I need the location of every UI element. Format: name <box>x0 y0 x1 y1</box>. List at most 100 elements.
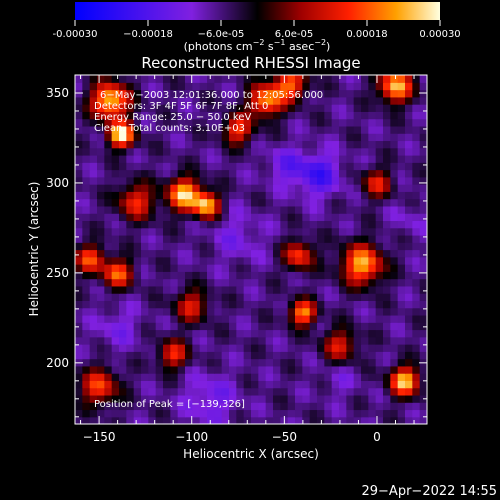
heatmap-cell <box>82 191 91 200</box>
heatmap-cell <box>419 416 427 424</box>
heatmap-cell <box>375 278 384 287</box>
heatmap-cell <box>368 118 377 127</box>
heatmap-cell <box>265 256 274 265</box>
heatmap-cell <box>148 322 157 331</box>
colorbar <box>75 2 440 20</box>
heatmap-cell <box>185 322 193 331</box>
heatmap-cell <box>111 133 120 142</box>
heatmap-cell <box>170 82 179 91</box>
heatmap-cell <box>295 416 303 424</box>
heatmap-cell <box>141 351 149 360</box>
heatmap-cell <box>251 307 259 316</box>
heatmap-cell <box>177 234 186 243</box>
heatmap-cell <box>353 285 362 294</box>
heatmap-cell <box>368 322 377 331</box>
heatmap-cell <box>302 82 311 91</box>
heatmap-cell <box>339 89 347 98</box>
heatmap-cell <box>375 118 384 127</box>
heatmap-cell <box>375 329 384 338</box>
heatmap-cell <box>390 89 399 98</box>
x-axis-label: Heliocentric X (arcsec) <box>183 447 319 461</box>
heatmap-cell <box>251 336 259 345</box>
heatmap-cell <box>251 278 259 287</box>
heatmap-cell <box>126 89 135 98</box>
heatmap-cell <box>97 300 105 309</box>
heatmap-cell <box>163 96 171 105</box>
heatmap-cell <box>111 329 120 338</box>
heatmap-cell <box>170 154 179 163</box>
heatmap-cell <box>207 96 215 105</box>
heatmap-cell <box>214 322 223 331</box>
heatmap-cell <box>287 82 296 91</box>
heatmap-cell <box>317 344 325 352</box>
heatmap-cell <box>258 111 267 120</box>
heatmap-cell <box>353 336 362 345</box>
heatmap-cell <box>133 220 142 229</box>
heatmap-cell <box>280 147 289 156</box>
heatmap-cell <box>75 300 83 309</box>
heatmap-cell <box>287 227 296 236</box>
heatmap-cell <box>221 314 230 323</box>
heatmap-cell <box>383 314 391 323</box>
heatmap-cell <box>104 82 113 91</box>
heatmap-cell <box>133 169 142 178</box>
heatmap-cell <box>317 184 325 192</box>
heatmap-cell <box>405 125 413 134</box>
heatmap-cell <box>97 198 105 207</box>
heatmap-cell <box>251 169 259 178</box>
heatmap-cell <box>97 205 105 214</box>
annotation-total-counts: Clean. Total counts: 3.10E+03 <box>94 123 245 134</box>
heatmap-cell <box>221 242 230 251</box>
heatmap-cell <box>273 205 281 214</box>
heatmap-cell <box>82 154 91 163</box>
heatmap-cell <box>339 351 347 360</box>
heatmap-cell <box>192 234 201 243</box>
heatmap-cell <box>251 89 259 98</box>
heatmap-cell <box>133 154 142 163</box>
heatmap-cell <box>221 154 230 163</box>
heatmap-cell <box>265 409 274 418</box>
heatmap-cell <box>170 285 179 294</box>
heatmap-cell <box>383 104 391 112</box>
heatmap-cell <box>405 162 413 171</box>
heatmap-cell <box>75 191 83 200</box>
heatmap-cell <box>309 416 318 424</box>
heatmap-cell <box>397 387 406 396</box>
heatmap-cell <box>390 271 399 280</box>
heatmap-cell <box>273 154 281 163</box>
heatmap-cell <box>339 336 347 345</box>
heatmap-cell <box>339 205 347 214</box>
heatmap-cell <box>383 344 391 352</box>
heatmap-cell <box>141 169 149 178</box>
heatmap-cell <box>75 278 83 287</box>
heatmap-cell <box>155 96 164 105</box>
heatmap-cell <box>390 358 399 367</box>
heatmap-cell <box>375 205 384 214</box>
heatmap-cell <box>214 234 223 243</box>
heatmap-cell <box>397 249 406 258</box>
heatmap-cell <box>199 358 208 367</box>
heatmap-cell <box>192 191 201 200</box>
heatmap-cell <box>405 402 413 411</box>
heatmap-cell <box>251 184 259 192</box>
heatmap-cell <box>331 409 340 418</box>
heatmap-cell <box>126 140 135 149</box>
heatmap-cell <box>229 365 237 374</box>
heatmap-cell <box>265 184 274 192</box>
heatmap-cell <box>287 249 296 258</box>
heatmap-cell <box>258 125 267 134</box>
info-annotations: 6−May−2003 12:01:36.000 to 12:05:56.000 … <box>94 90 323 134</box>
heatmap-cell <box>302 147 311 156</box>
heatmap-cell <box>104 118 113 127</box>
heatmap-cell <box>324 416 333 424</box>
heatmap-cell <box>104 133 113 142</box>
heatmap-cell <box>155 227 164 236</box>
heatmap-cell <box>419 242 427 251</box>
heatmap-cell <box>405 278 413 287</box>
heatmap-cell <box>75 205 83 214</box>
heatmap-cell <box>141 409 149 418</box>
heatmap-cell <box>75 227 83 236</box>
heatmap-cell <box>419 118 427 127</box>
heatmap-cell <box>295 125 303 134</box>
heatmap-cell <box>287 394 296 403</box>
